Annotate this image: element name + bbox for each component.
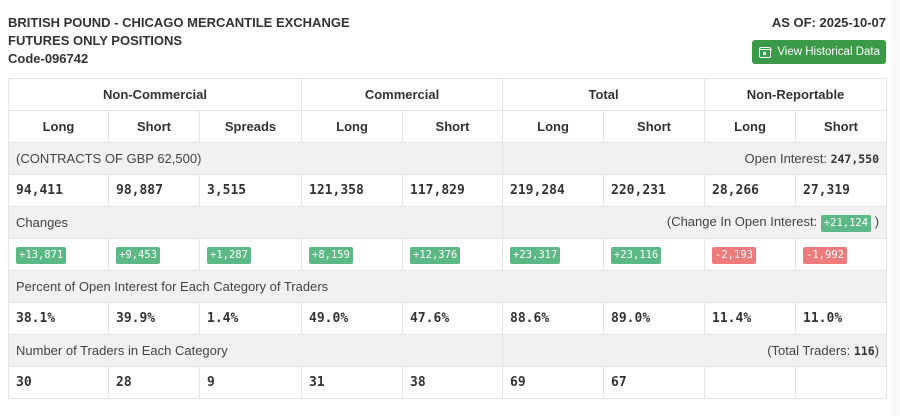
change-badge: +23,116 <box>611 246 662 264</box>
changes-label: Changes <box>7 206 504 239</box>
view-historical-data-button[interactable]: View Historical Data <box>752 40 886 64</box>
percent-cell: 38.1% <box>8 302 109 335</box>
change-oi-suffix: ) <box>874 213 880 229</box>
position-cell: 28,266 <box>704 174 797 207</box>
percent-cell: 47.6% <box>402 302 504 335</box>
col-comm-long: Long <box>301 110 404 143</box>
traders-row: 30 28 9 31 38 69 67 <box>8 366 888 399</box>
total-traders-value: 116 <box>853 344 875 358</box>
position-cell: 98,887 <box>108 174 200 207</box>
change-oi-badge: +21,124 <box>820 214 872 232</box>
col-noncomm-spreads: Spreads <box>198 110 303 143</box>
group-commercial: Commercial <box>301 78 504 111</box>
position-cell: 121,358 <box>301 174 404 207</box>
position-cell: 219,284 <box>502 174 605 207</box>
traders-cell: 9 <box>198 366 303 399</box>
change-open-interest: (Change In Open Interest: +21,124 ) <box>502 206 888 239</box>
percent-row: 38.1% 39.9% 1.4% 49.0% 47.6% 88.6% 89.0%… <box>8 302 888 335</box>
percent-section-row: Percent of Open Interest for Each Catego… <box>7 270 888 303</box>
group-non-reportable: Non-Reportable <box>704 78 888 111</box>
traders-label: Number of Traders in Each Category <box>7 334 504 367</box>
traders-cell: 30 <box>8 366 109 399</box>
position-cell: 117,829 <box>402 174 504 207</box>
traders-cell <box>704 366 797 399</box>
percent-cell: 88.6% <box>502 302 605 335</box>
percent-cell: 11.4% <box>704 302 797 335</box>
change-badge: +23,317 <box>510 246 561 264</box>
change-oi-label: (Change In Open Interest: <box>666 213 818 229</box>
group-total: Total <box>502 78 706 111</box>
col-comm-short: Short <box>402 110 504 143</box>
position-cell: 27,319 <box>795 174 888 207</box>
calendar-icon <box>758 46 772 58</box>
percent-cell: 11.0% <box>795 302 888 335</box>
position-cell: 220,231 <box>603 174 706 207</box>
change-badge: +9,453 <box>116 246 160 264</box>
change-badge-negative: -1,992 <box>803 246 847 264</box>
col-noncomm-long: Long <box>8 110 109 143</box>
change-badge: +8,159 <box>309 246 353 264</box>
report-title-block: BRITISH POUND - CHICAGO MERCANTILE EXCHA… <box>8 14 350 68</box>
open-interest-value: 247,550 <box>830 152 880 166</box>
traders-section-row: Number of Traders in Each Category (Tota… <box>7 334 888 367</box>
as-of-date: AS OF: 2025-10-07 <box>771 15 886 30</box>
report-title: BRITISH POUND - CHICAGO MERCANTILE EXCHA… <box>8 15 350 30</box>
col-noncomm-short: Short <box>108 110 200 143</box>
group-header-row: Non-Commercial Commercial Total Non-Repo… <box>7 78 888 111</box>
traders-cell: 69 <box>502 366 605 399</box>
group-non-commercial: Non-Commercial <box>7 78 303 111</box>
traders-cell: 67 <box>603 366 706 399</box>
position-cell: 3,515 <box>198 174 303 207</box>
traders-cell: 31 <box>301 366 404 399</box>
changes-section-row: Changes (Change In Open Interest: +21,12… <box>7 206 888 239</box>
col-nonrep-long: Long <box>704 110 797 143</box>
change-badge: +13,871 <box>16 246 67 264</box>
total-traders: (Total Traders: 116) <box>502 334 888 367</box>
open-interest-label: Open Interest: <box>744 151 827 166</box>
total-traders-label: (Total Traders: <box>767 343 851 358</box>
contracts-section-row: (CONTRACTS OF GBP 62,500) Open Interest:… <box>7 142 888 175</box>
col-total-short: Short <box>603 110 706 143</box>
positions-row: 94,411 98,887 3,515 121,358 117,829 219,… <box>8 174 888 207</box>
percent-cell: 1.4% <box>198 302 303 335</box>
percent-cell: 89.0% <box>603 302 706 335</box>
traders-cell: 28 <box>108 366 200 399</box>
view-historical-data-label: View Historical Data <box>777 46 880 58</box>
changes-row: +13,871 +9,453 +1,287 +8,159 +12,376 +23… <box>8 238 888 271</box>
open-interest: Open Interest: 247,550 <box>502 142 888 175</box>
change-badge-negative: -2,193 <box>712 246 756 264</box>
page-edge <box>892 0 900 416</box>
position-cell: 94,411 <box>8 174 109 207</box>
cot-positions-table: Non-Commercial Commercial Total Non-Repo… <box>7 78 888 399</box>
change-badge: +1,287 <box>207 246 251 264</box>
contract-code: Code-096742 <box>8 51 89 66</box>
contracts-label: (CONTRACTS OF GBP 62,500) <box>7 142 504 175</box>
percent-cell: 49.0% <box>301 302 404 335</box>
col-nonrep-short: Short <box>795 110 888 143</box>
report-subtitle: FUTURES ONLY POSITIONS <box>8 33 183 48</box>
change-badge: +12,376 <box>410 246 461 264</box>
column-header-row: Long Short Spreads Long Short Long Short… <box>8 110 888 143</box>
percent-cell: 39.9% <box>108 302 200 335</box>
col-total-long: Long <box>502 110 605 143</box>
traders-cell: 38 <box>402 366 504 399</box>
percent-label: Percent of Open Interest for Each Catego… <box>7 270 888 303</box>
traders-cell <box>795 366 888 399</box>
total-traders-suffix: ) <box>874 343 880 358</box>
